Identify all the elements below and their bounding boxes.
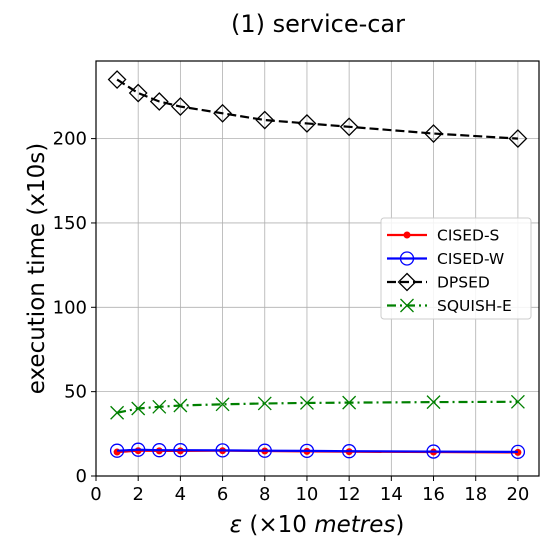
data-point xyxy=(107,70,127,89)
legend-item: SQUISH-E xyxy=(387,297,512,315)
data-point xyxy=(215,397,230,412)
data-point xyxy=(152,443,167,458)
data-point xyxy=(514,448,522,456)
x-tick-label: 0 xyxy=(90,484,101,505)
series-dpsed xyxy=(107,70,528,149)
data-point xyxy=(426,395,441,410)
x-tick-label: 8 xyxy=(259,484,270,505)
data-point xyxy=(131,401,146,416)
legend: CISED-S CISED-W DPSED SQUISH-E xyxy=(380,217,532,320)
data-point xyxy=(110,405,125,420)
x-axis-unit: metres xyxy=(314,512,395,538)
data-point xyxy=(297,113,317,133)
x-tick-label: 16 xyxy=(422,484,445,505)
series-line xyxy=(116,400,518,414)
x-tick-label: 12 xyxy=(338,484,361,505)
data-point xyxy=(213,103,232,123)
legend-marker xyxy=(400,298,414,313)
y-tick-label: 50 xyxy=(64,382,87,403)
y-tick-label: 100 xyxy=(53,297,87,318)
y-axis-label: execution time (x10s) xyxy=(24,143,50,394)
x-tick-label: 10 xyxy=(295,484,318,505)
data-point xyxy=(170,97,190,116)
data-point xyxy=(424,124,443,143)
data-point xyxy=(128,83,148,103)
x-tick-label: 20 xyxy=(506,484,529,505)
series-line xyxy=(116,78,518,140)
data-point xyxy=(173,443,188,458)
x-axis-symbol: ε xyxy=(230,512,242,538)
data-point xyxy=(339,117,359,137)
data-point xyxy=(152,399,167,414)
data-point xyxy=(508,129,528,149)
data-point xyxy=(426,444,441,459)
legend-label: DPSED xyxy=(437,274,490,292)
legend-marker xyxy=(397,272,417,292)
data-point xyxy=(109,443,125,458)
data-point xyxy=(257,443,272,458)
data-point xyxy=(510,444,526,460)
series-squish-e xyxy=(110,394,525,420)
x-tick-label: 4 xyxy=(175,484,186,505)
x-tick-label: 14 xyxy=(380,484,403,505)
y-tick-label: 150 xyxy=(53,213,87,234)
data-point xyxy=(255,110,275,130)
plot-frame xyxy=(95,60,540,477)
legend-marker xyxy=(399,251,415,266)
x-axis-suffix: ) xyxy=(395,512,404,538)
data-point xyxy=(299,443,315,459)
x-tick-label: 6 xyxy=(217,484,228,505)
legend-item: DPSED xyxy=(387,272,490,292)
data-point xyxy=(149,92,169,111)
y-tick-label: 200 xyxy=(53,129,87,150)
legend-item: CISED-S xyxy=(387,227,499,245)
y-tick-label: 0 xyxy=(76,466,87,487)
data-point xyxy=(131,442,146,457)
data-point xyxy=(341,444,357,459)
data-point xyxy=(342,395,357,410)
legend-label: CISED-S xyxy=(437,227,499,245)
series-line xyxy=(117,448,518,453)
legend-item: CISED-W xyxy=(387,250,504,268)
data-point xyxy=(215,443,230,458)
x-tick-label: 2 xyxy=(132,484,143,505)
legend-label: CISED-W xyxy=(437,250,504,268)
data-point xyxy=(299,395,314,410)
series-cised-w xyxy=(109,442,526,460)
data-point xyxy=(510,394,525,409)
x-axis-label: ε (×10 metres) xyxy=(230,512,405,538)
x-tick-label: 18 xyxy=(464,484,487,505)
legend-marker xyxy=(403,231,411,239)
legend-frame xyxy=(380,217,532,320)
chart-title: (1) service-car xyxy=(231,10,405,38)
x-axis-prefix: (×10 xyxy=(242,512,314,538)
data-point xyxy=(257,396,272,411)
data-point xyxy=(173,398,188,413)
plot-area xyxy=(107,70,528,460)
legend-label: SQUISH-E xyxy=(437,297,512,315)
